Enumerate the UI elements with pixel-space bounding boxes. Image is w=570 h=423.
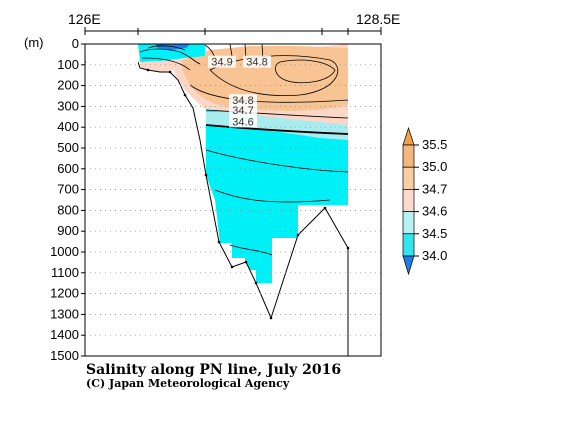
- colorbar-segment-4: [402, 233, 415, 257]
- station-markers: [146, 68, 350, 320]
- lon-label-right: 128.5E: [356, 11, 400, 27]
- contour-label-bg: [243, 55, 271, 68]
- contour-label-34.9: 34.9: [211, 57, 232, 69]
- contour-label-bg: [229, 115, 257, 128]
- plot-bg-left: [86, 44, 138, 355]
- bottom-topography: [84, 61, 349, 357]
- plot-frame: [84, 43, 382, 357]
- contour-label-34.6: 34.6: [232, 116, 253, 128]
- colorbar-label-34.6: 34.6: [422, 204, 447, 219]
- credit-text: (C) Japan Meteorological Agency: [86, 377, 290, 390]
- lon-label-left: 126E: [68, 11, 101, 27]
- y-tick-label-1300: 1300: [50, 306, 79, 321]
- colorbar-segment-1: [402, 166, 415, 190]
- longitude-axis: 126E 128.5E: [68, 11, 400, 35]
- y-tick-label-900: 900: [57, 223, 79, 238]
- y-tick-label-800: 800: [57, 202, 79, 217]
- colorbar-bottom-extension: [402, 255, 415, 276]
- contour-label-bg: [229, 104, 257, 117]
- colorbar-segment-2: [402, 189, 415, 212]
- colorbar-label-34.5: 34.5: [422, 226, 447, 241]
- colorbar-label-34.0: 34.0: [422, 248, 447, 263]
- colorbar-top-extension: [402, 126, 415, 146]
- y-tick-label-1000: 1000: [50, 244, 79, 259]
- contour-label-34.7: 34.7: [232, 105, 253, 117]
- y-tick-label-1200: 1200: [50, 286, 79, 301]
- contour-label-34.8: 34.8: [246, 57, 267, 69]
- y-tick-label-0: 0: [72, 36, 79, 51]
- chart-title: Salinity along PN line, July 2016: [86, 362, 341, 378]
- plot-area: 34.9 34.834.834.734.6: [84, 43, 382, 357]
- colorbar-segment-3: [402, 211, 415, 235]
- colorbar-segment-0: [402, 144, 415, 168]
- y-tick-label-1400: 1400: [50, 327, 79, 342]
- y-tick-label-300: 300: [57, 98, 79, 113]
- salinity-field-shelf-pink: [140, 60, 178, 72]
- salinity-field-deep: [206, 100, 348, 283]
- colorbar-label-34.7: 34.7: [422, 181, 447, 196]
- contour-labels: 34.9 34.834.834.734.6: [208, 55, 271, 128]
- colorbar: 35.5 35.0 34.7 34.6 34.5 34.0: [402, 126, 447, 276]
- y-tick-label-200: 200: [57, 78, 79, 93]
- y-tick-label-500: 500: [57, 140, 79, 155]
- depth-unit-label: (m): [24, 35, 44, 50]
- y-tick-label-400: 400: [57, 119, 79, 134]
- contour-label-bg: [208, 55, 236, 68]
- y-tick-label-700: 700: [57, 182, 79, 197]
- y-tick-label-1500: 1500: [50, 348, 79, 363]
- colorbar-label-35.5: 35.5: [422, 137, 447, 152]
- y-tick-label-100: 100: [57, 57, 79, 72]
- y-tick-label-600: 600: [57, 161, 79, 176]
- y-tick-label-1100: 1100: [51, 265, 79, 280]
- contour-label-bg: [229, 94, 257, 107]
- depth-axis: 0 100 200 300 400 500 600 700 800 900 1000 1100 1200…: [50, 36, 85, 363]
- colorbar-label-35.0: 35.0: [422, 159, 447, 174]
